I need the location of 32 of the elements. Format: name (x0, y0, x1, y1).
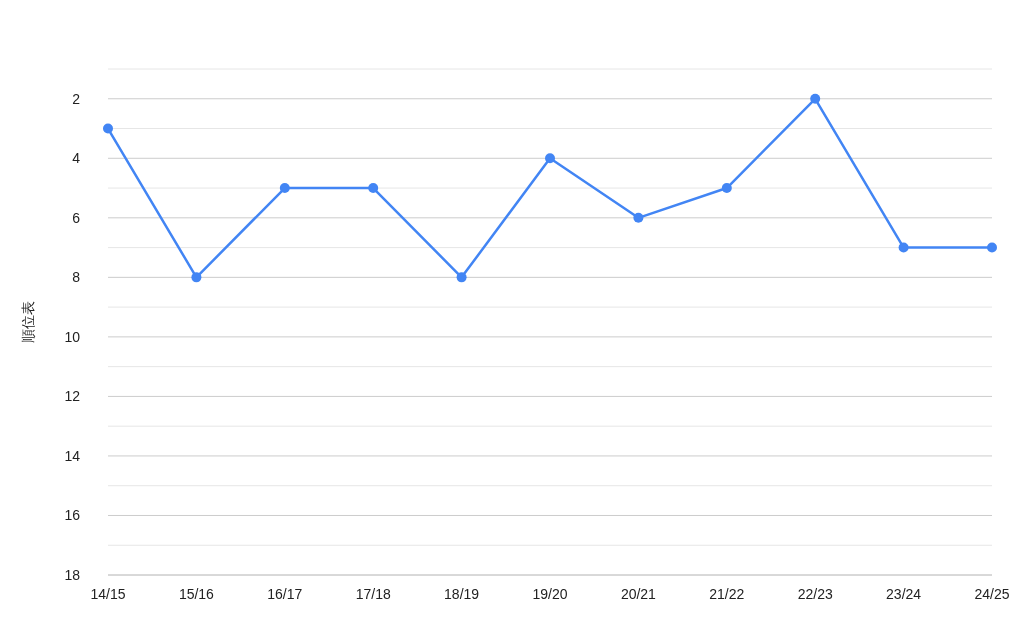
point (191, 272, 202, 283)
x-tick-label: 22/23 (797, 585, 833, 602)
y-tick-label: 2 (72, 90, 81, 107)
point (279, 183, 290, 194)
x-tick-label: 17/18 (355, 585, 391, 602)
y-tick-label: 8 (72, 269, 81, 286)
y-tick-label: 6 (72, 209, 81, 226)
point (545, 153, 555, 164)
y-tick-label: 16 (64, 507, 81, 524)
x-tick-label: 15/16 (178, 585, 215, 602)
y-tick-label: 12 (64, 388, 81, 405)
point (103, 123, 113, 134)
y-tick-label: 14 (64, 447, 81, 464)
point (721, 183, 732, 194)
x-tick-label: 16/17 (267, 585, 303, 602)
point (810, 93, 821, 104)
y-tick-label: 18 (64, 566, 81, 583)
point (898, 242, 909, 253)
point (987, 242, 997, 253)
y-tick-label: 10 (64, 328, 81, 345)
x-tick-label: 21/22 (709, 585, 745, 602)
y-axis-title: 順位表 (19, 301, 36, 343)
x-tick-label: 20/21 (620, 585, 657, 602)
x-tick-label: 18/19 (444, 585, 480, 602)
x-tick-label: 14/15 (90, 585, 126, 602)
point (368, 183, 379, 194)
x-tick-label: 19/20 (532, 585, 568, 602)
x-tick-label: 23/24 (886, 585, 922, 602)
point (633, 212, 644, 223)
y-tick-label: 4 (72, 150, 81, 167)
x-tick-label: 24/25 (974, 585, 1010, 602)
point (456, 272, 467, 283)
